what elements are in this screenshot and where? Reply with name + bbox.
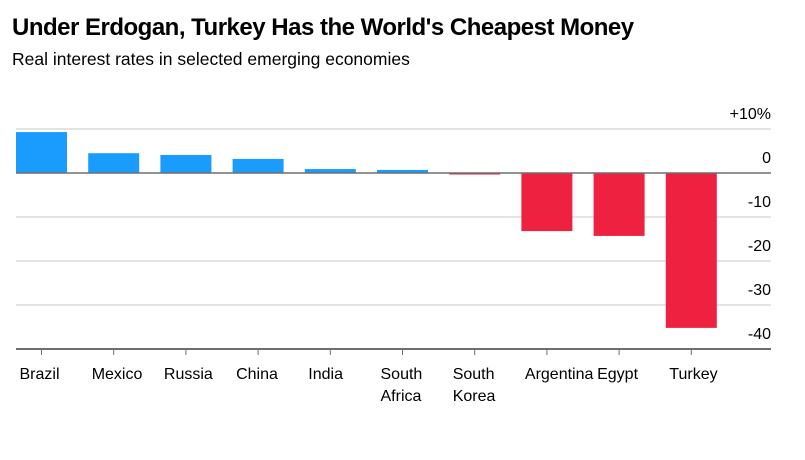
y-tick-label: -40	[748, 326, 771, 343]
bar-china	[232, 158, 284, 173]
bar-mexico	[88, 153, 140, 173]
x-category-label: China	[236, 366, 278, 383]
x-category-labels: Brazil Mexico Russia China India South Africa S…	[20, 366, 718, 405]
x-category-label: India	[308, 366, 343, 383]
x-category-label: Mexico	[92, 366, 143, 383]
x-category-label: South Korea	[453, 366, 496, 405]
chart-subtitle: Real interest rates in selected emerging…	[12, 49, 410, 69]
x-category-label: Russia	[164, 366, 213, 383]
axes	[16, 172, 771, 355]
bar-russia	[160, 154, 212, 173]
y-tick-label: -10	[748, 194, 771, 211]
x-category-label: Argentina	[525, 366, 594, 383]
y-tick-label: -30	[748, 282, 771, 299]
y-tick-label: 0	[762, 150, 771, 167]
y-tick-label: +10%	[730, 106, 771, 123]
bar-argentina	[521, 173, 573, 232]
x-category-label: Egypt	[597, 366, 638, 383]
bar-brazil	[16, 132, 67, 173]
chart-title: Under Erdogan, Turkey Has the World's Ch…	[12, 14, 634, 41]
y-tick-label: -20	[748, 238, 771, 255]
bar-egypt	[593, 173, 645, 236]
x-category-label: South Africa	[381, 366, 423, 405]
bar-india	[304, 169, 356, 173]
x-category-label: Turkey	[669, 366, 717, 383]
bar-south-africa	[377, 169, 428, 173]
bars	[16, 132, 717, 328]
bar-turkey	[665, 173, 717, 328]
x-category-label: Brazil	[20, 366, 60, 383]
gridlines	[16, 128, 771, 306]
y-tick-labels: +10% 0 -10 -20 -30 -40	[730, 106, 771, 343]
